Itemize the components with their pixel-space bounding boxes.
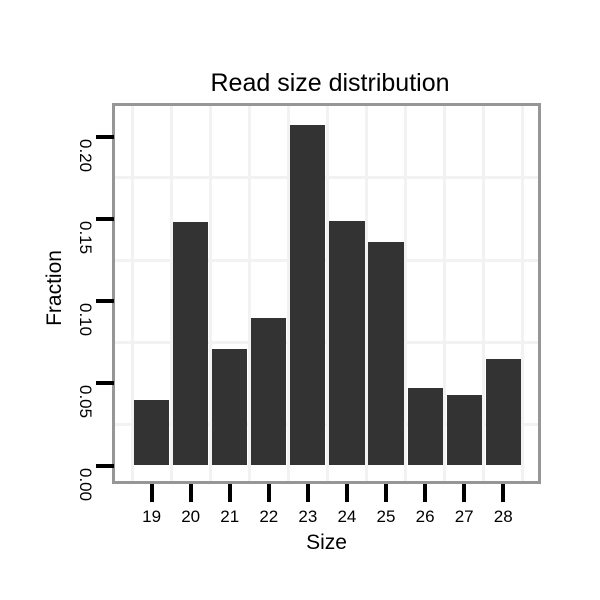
gridline-horizontal <box>115 340 538 344</box>
x-tick-label: 24 <box>337 507 357 526</box>
y-tick-label: 0.00 <box>76 467 95 501</box>
y-tick-label: 0.05 <box>76 385 95 419</box>
x-tick-label: 23 <box>298 507 318 526</box>
bar-22 <box>251 317 287 466</box>
gridline-vertical <box>482 106 486 481</box>
bar-19 <box>134 399 170 466</box>
gridline-vertical <box>130 106 134 481</box>
y-tick-label: 0.10 <box>76 303 95 337</box>
y-tick <box>96 463 114 468</box>
x-tick-label: 22 <box>259 507 279 526</box>
y-tick <box>96 216 114 221</box>
x-tick <box>266 484 271 502</box>
x-tick-label: 19 <box>142 507 162 526</box>
x-tick <box>305 484 310 502</box>
x-tick <box>344 484 349 502</box>
y-axis-title: Fraction <box>43 250 66 326</box>
x-tick <box>188 484 193 502</box>
x-tick-label: 21 <box>220 507 240 526</box>
y-tick-label: 0.20 <box>76 138 95 172</box>
gridline-vertical <box>443 106 447 481</box>
bar-23 <box>290 125 326 466</box>
bar-25 <box>368 241 404 466</box>
gridline-horizontal <box>115 422 538 426</box>
y-tick <box>96 299 114 304</box>
gridline-horizontal <box>115 176 538 180</box>
gridline-vertical <box>325 106 329 481</box>
x-tick-label: 27 <box>454 507 474 526</box>
gridline-vertical <box>404 106 408 481</box>
gridline-vertical <box>286 106 290 481</box>
gridline-vertical <box>364 106 368 481</box>
gridline-vertical <box>521 106 525 481</box>
chart-title: Read size distribution <box>210 69 450 97</box>
y-tick-label: 0.15 <box>76 220 95 254</box>
bar-27 <box>446 394 482 466</box>
x-axis-title: Size <box>306 531 347 554</box>
x-tick-label: 26 <box>415 507 435 526</box>
gridline-horizontal <box>115 258 538 262</box>
bar-21 <box>212 348 248 466</box>
x-tick <box>462 484 467 502</box>
bar-26 <box>407 388 443 466</box>
bar-28 <box>485 358 521 466</box>
x-tick <box>149 484 154 502</box>
gridline-vertical <box>169 106 173 481</box>
x-tick <box>227 484 232 502</box>
x-tick-label: 20 <box>181 507 201 526</box>
gridline-vertical <box>247 106 251 481</box>
x-tick <box>501 484 506 502</box>
bar-20 <box>173 222 209 466</box>
x-tick-label: 25 <box>376 507 396 526</box>
x-tick-label: 28 <box>493 507 513 526</box>
y-tick <box>96 134 114 139</box>
gridline-vertical <box>208 106 212 481</box>
bar-24 <box>329 220 365 466</box>
x-tick <box>384 484 389 502</box>
x-tick <box>423 484 428 502</box>
y-tick <box>96 381 114 386</box>
